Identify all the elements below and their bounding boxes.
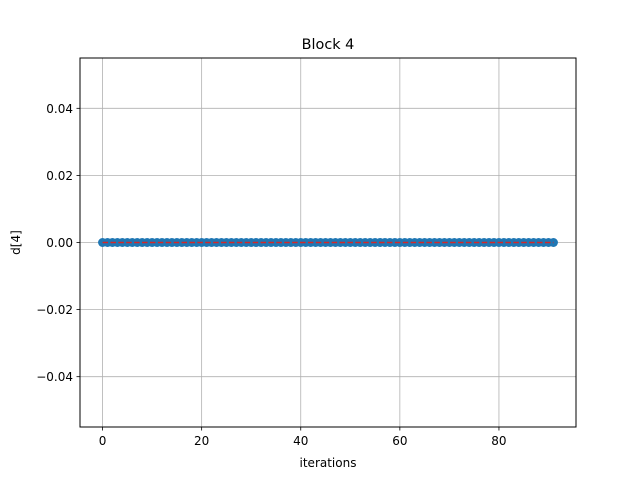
x-tick-label: 60 <box>392 434 407 448</box>
y-tick-label: 0.00 <box>46 236 73 250</box>
x-axis-label: iterations <box>300 456 357 470</box>
y-tick-label: 0.04 <box>46 102 73 116</box>
x-tick-label: 0 <box>99 434 107 448</box>
y-tick-label: −0.02 <box>36 303 73 317</box>
y-tick-label: −0.04 <box>36 370 73 384</box>
y-tick-label: 0.02 <box>46 169 73 183</box>
y-axis-label: d[4] <box>9 230 23 255</box>
series-layer <box>98 238 558 247</box>
x-tick-label: 40 <box>293 434 308 448</box>
x-tick-label: 80 <box>491 434 506 448</box>
x-tick-label: 20 <box>194 434 209 448</box>
chart-title: Block 4 <box>302 37 355 53</box>
ticks: 0 20 40 60 80 −0.04 −0.02 0.00 0.02 0.04 <box>36 102 506 448</box>
